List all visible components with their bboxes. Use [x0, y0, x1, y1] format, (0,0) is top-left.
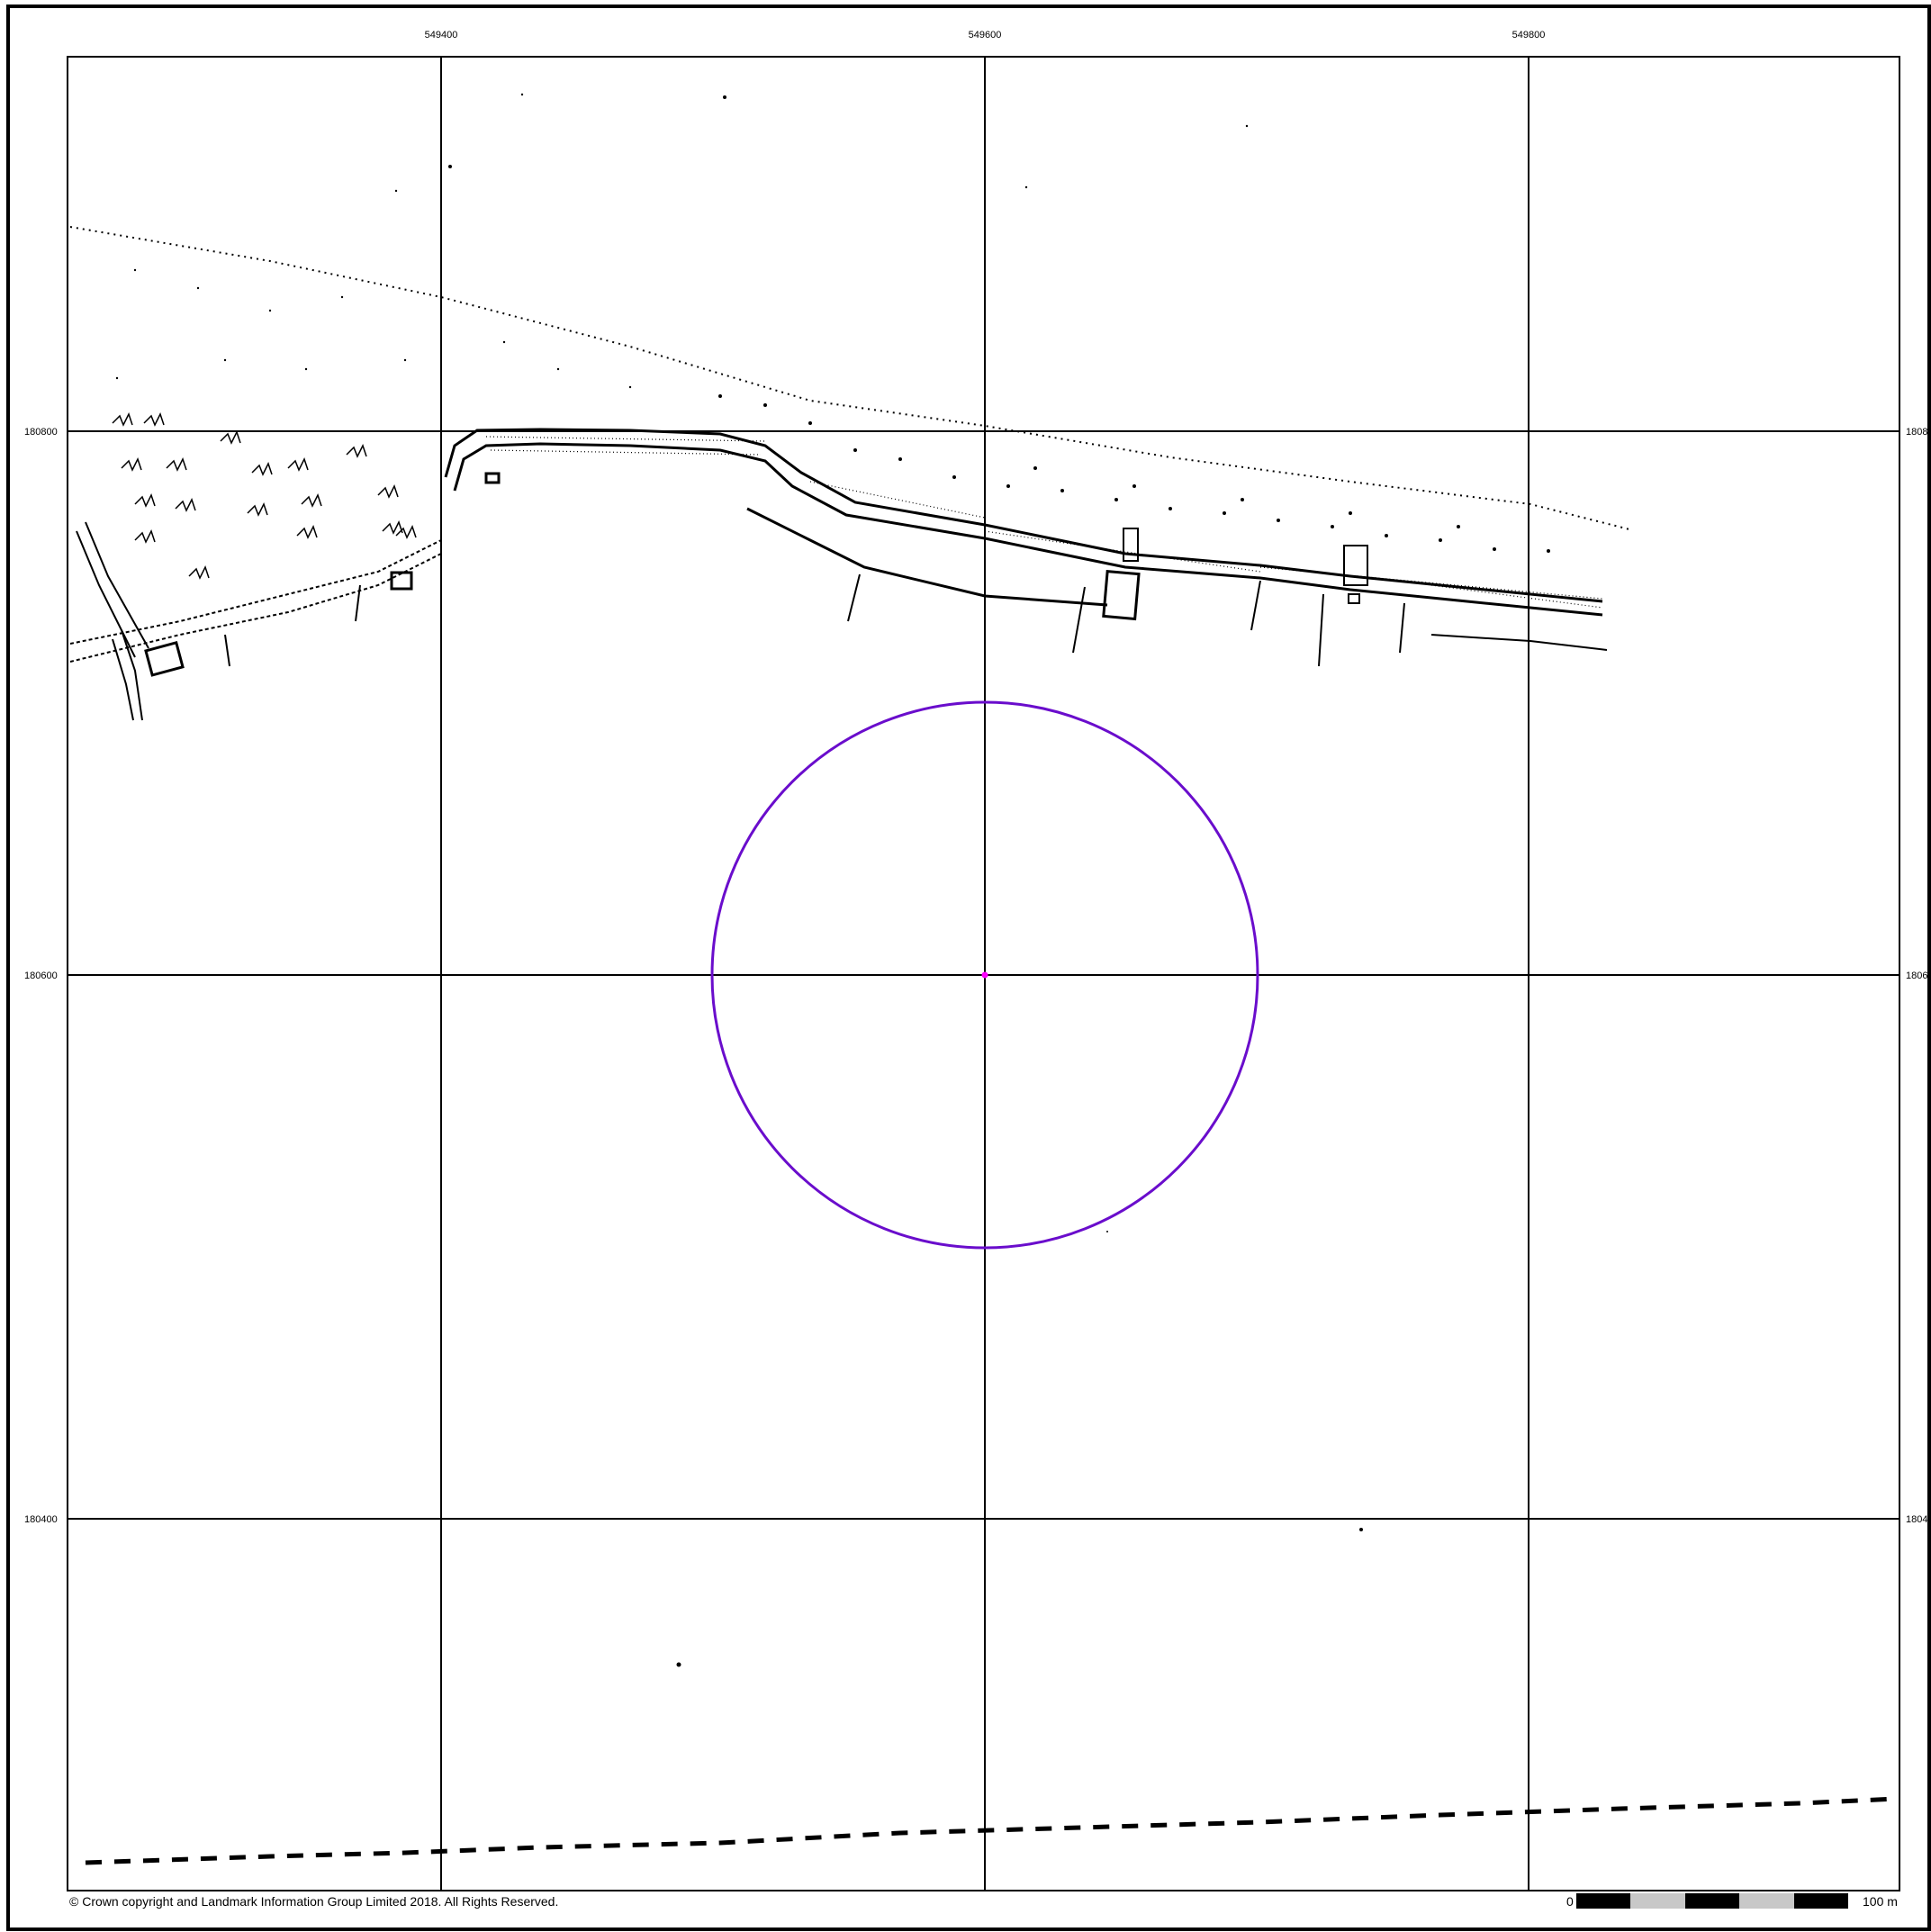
- scale-bar-segment: [1794, 1893, 1848, 1909]
- shoreline-features: [69, 226, 1630, 721]
- northing-label: 180600: [24, 971, 58, 981]
- sea-wall-outer: [444, 428, 1603, 603]
- northing-label: 180400: [24, 1514, 58, 1525]
- promenade-edge: [746, 507, 1108, 607]
- path-line: [1072, 586, 1086, 654]
- scale-bar-segment: [1685, 1893, 1739, 1909]
- path-line: [1250, 580, 1261, 631]
- building: [1123, 528, 1139, 562]
- promenade-left: [69, 553, 442, 663]
- scale-bar-segment: [1576, 1893, 1630, 1909]
- sea-wall-inner: [453, 442, 1603, 617]
- easting-label: 549400: [425, 30, 458, 41]
- path-line: [847, 573, 861, 622]
- left-road: [85, 521, 149, 649]
- promenade-edge: [1430, 634, 1608, 651]
- path-line: [355, 584, 361, 622]
- scale-bar-segment: [1739, 1893, 1794, 1909]
- northing-label-right: 1804: [1906, 1514, 1927, 1525]
- building: [484, 472, 501, 484]
- scale-bar-segment: [1630, 1893, 1685, 1909]
- copyright-notice: © Crown copyright and Landmark Informati…: [69, 1894, 558, 1909]
- beach-stipple: [115, 93, 1550, 1667]
- outer-border: [6, 5, 1931, 1931]
- northing-label-right: 1808: [1906, 427, 1927, 438]
- easting-label: 549600: [969, 30, 1002, 41]
- left-road: [121, 629, 143, 721]
- building: [144, 640, 185, 677]
- scale-bar-end-label: 100 m: [1863, 1894, 1898, 1909]
- easting-label: 549800: [1512, 30, 1546, 41]
- northing-label: 180800: [24, 427, 58, 438]
- scale-bar: 0 100 m: [1566, 1893, 1898, 1909]
- search-radius-circle: [710, 700, 1259, 1250]
- scale-bar-start-label: 0: [1566, 1894, 1574, 1909]
- building: [1348, 593, 1360, 604]
- path-line: [1318, 593, 1324, 667]
- boundary-line: [85, 1796, 1898, 1865]
- promenade-left: [69, 539, 442, 645]
- left-road: [112, 638, 134, 721]
- building: [1102, 569, 1141, 621]
- beach-limit-line: [69, 226, 1630, 530]
- marsh-symbols: [112, 412, 417, 580]
- northing-label-right: 1806: [1906, 971, 1927, 981]
- site-location-marker: [981, 971, 988, 979]
- path-line: [224, 634, 230, 667]
- building: [1343, 545, 1368, 586]
- path-line: [1399, 602, 1405, 654]
- building: [390, 571, 413, 591]
